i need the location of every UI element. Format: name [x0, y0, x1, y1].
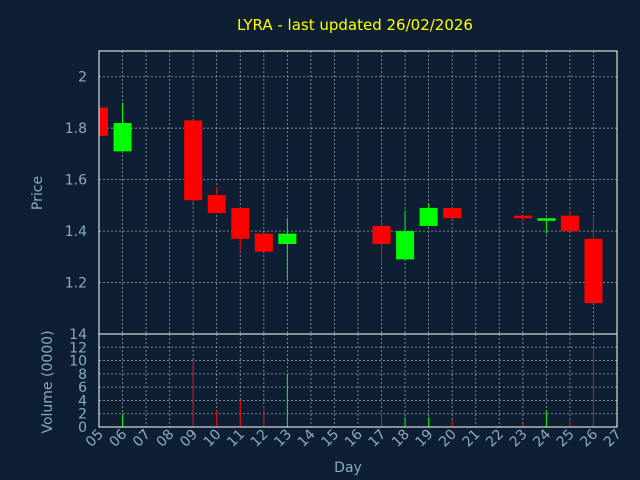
volume-bar	[381, 413, 383, 427]
volume-bar	[592, 347, 594, 427]
x-tick-label: 15	[318, 427, 342, 451]
volume-axis-label: Volume (0000)	[40, 330, 56, 433]
x-tick-label: 13	[271, 427, 295, 451]
x-tick-label: 10	[201, 427, 225, 451]
volume-tick-label: 10	[69, 354, 87, 370]
volume-bar	[522, 423, 524, 427]
x-tick-label: 20	[436, 427, 460, 451]
x-tick-label: 14	[295, 426, 319, 450]
price-axis-label: Price	[30, 176, 46, 210]
x-tick-label: 11	[224, 427, 248, 451]
volume-bar	[404, 417, 406, 427]
x-tick-label: 21	[460, 427, 484, 451]
x-tick-label: 09	[177, 427, 201, 451]
candle-body	[184, 120, 203, 201]
x-axis-ticks: 05 06 07 08 09 10 11 12 13 14 15 16 17 18 19 20 21 22 23 24…	[83, 426, 625, 450]
candle-body	[278, 233, 297, 244]
volume-bars	[122, 347, 594, 427]
volume-grid	[99, 334, 617, 427]
x-tick-label: 08	[154, 427, 178, 451]
candle-body	[537, 218, 556, 221]
volume-bar	[286, 373, 288, 427]
x-tick-label: 26	[577, 426, 601, 450]
candle-body	[513, 215, 532, 219]
x-tick-label: 16	[342, 426, 366, 450]
x-tick-label: 17	[365, 427, 389, 451]
volume-bar	[451, 420, 453, 427]
candle-body	[113, 123, 132, 152]
candle-body	[372, 225, 391, 244]
volume-tick-label: 6	[78, 380, 87, 396]
price-tick-label: 1.4	[65, 224, 87, 240]
price-tick-label: 1.2	[65, 276, 87, 292]
volume-tick-label: 0	[78, 420, 87, 436]
candle-body	[254, 233, 273, 252]
candle-body	[396, 231, 415, 260]
volume-panel-frame	[98, 333, 618, 428]
volume-bar	[569, 420, 571, 427]
candle-body	[419, 207, 438, 226]
volume-bar	[428, 417, 430, 427]
price-grid	[99, 51, 617, 334]
x-tick-label: 07	[130, 427, 154, 451]
x-tick-label: 12	[248, 427, 272, 451]
volume-tick-label: 12	[69, 340, 87, 356]
candle-body	[207, 195, 226, 214]
x-tick-label: 23	[507, 427, 531, 451]
candles	[98, 102, 603, 304]
volume-tick-label: 8	[78, 367, 87, 383]
x-tick-label: 25	[554, 427, 578, 451]
volume-tick-label: 2	[78, 407, 87, 423]
x-tick-label: 22	[483, 427, 507, 451]
price-tick-label: 1.8	[65, 121, 87, 137]
x-tick-label: 18	[389, 427, 413, 451]
volume-bar	[239, 400, 241, 427]
price-tick-label: 1.6	[65, 173, 87, 189]
price-axis-ticks: 1.2 1.4 1.6 1.8 2	[65, 70, 87, 292]
volume-bar	[192, 360, 194, 427]
volume-tick-label: 14	[69, 327, 87, 343]
x-tick-label: 27	[601, 427, 625, 451]
candle-body	[443, 207, 462, 219]
price-tick-label: 2	[78, 70, 87, 86]
candle-body	[231, 207, 250, 239]
x-axis-label: Day	[334, 460, 362, 476]
volume-bar	[122, 413, 124, 427]
x-tick-label: 24	[530, 426, 554, 450]
volume-bar	[216, 410, 218, 427]
chart-title: LYRA - last updated 26/02/2026	[237, 16, 473, 34]
x-tick-label: 06	[106, 426, 130, 450]
x-tick-label: 19	[413, 427, 437, 451]
candle-body	[560, 215, 579, 232]
volume-tick-label: 4	[78, 393, 87, 409]
volume-bar	[263, 407, 265, 427]
candle-body	[584, 238, 603, 304]
volume-bar	[545, 410, 547, 427]
candle-body	[99, 107, 108, 136]
